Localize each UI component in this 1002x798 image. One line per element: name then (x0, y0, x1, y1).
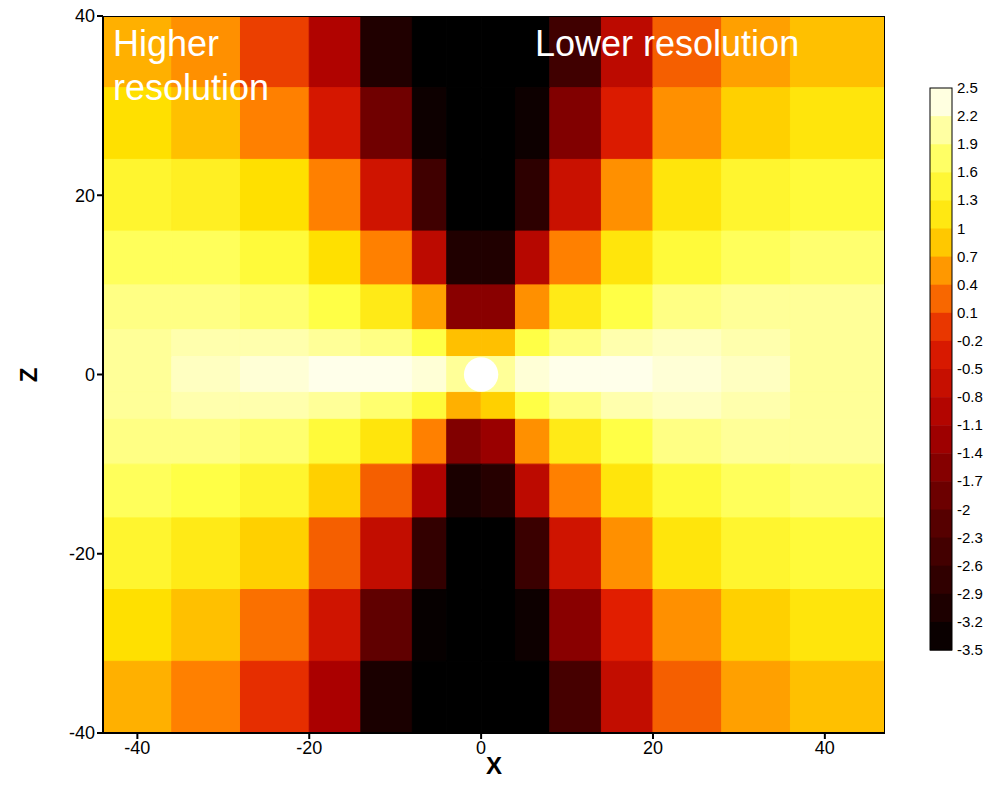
html-text:Higher resolution: Higher resolution (113, 23, 270, 108)
svg-text:2.2: 2.2 (957, 107, 978, 124)
svg-text:1.3: 1.3 (957, 191, 978, 208)
svg-text:20: 20 (75, 186, 95, 206)
svg-text:40: 40 (815, 738, 835, 758)
svg-text:-1.4: -1.4 (957, 444, 983, 461)
html-text:X: X (486, 752, 502, 779)
svg-text:-40: -40 (124, 738, 150, 758)
svg-text:-1.7: -1.7 (957, 472, 983, 489)
html-text:Lower resolution: Lower resolution (535, 23, 800, 64)
svg-text:-0.8: -0.8 (957, 388, 983, 405)
svg-text:-2.9: -2.9 (957, 585, 983, 602)
svg-text:-20: -20 (69, 544, 95, 564)
svg-text:-3.2: -3.2 (957, 613, 983, 630)
svg-text:0: 0 (476, 738, 486, 758)
svg-text:-1.1: -1.1 (957, 416, 983, 433)
svg-text:-20: -20 (296, 738, 322, 758)
svg-text:-2.3: -2.3 (957, 529, 983, 546)
svg-text:-0.2: -0.2 (957, 332, 983, 349)
svg-text:-3.5: -3.5 (957, 641, 983, 658)
svg-text:-2.6: -2.6 (957, 557, 983, 574)
svg-text:-40: -40 (69, 723, 95, 743)
svg-text:1.6: 1.6 (957, 163, 978, 180)
svg-text:40: 40 (75, 6, 95, 26)
svg-text:20: 20 (643, 738, 663, 758)
svg-text:0: 0 (85, 365, 95, 385)
html-text:Z: Z (15, 367, 42, 382)
svg-text:2.5: 2.5 (957, 79, 978, 96)
svg-text:1: 1 (957, 220, 965, 237)
svg-text:0.1: 0.1 (957, 304, 978, 321)
svg-text:0.7: 0.7 (957, 248, 978, 265)
svg-text:-2: -2 (957, 501, 970, 518)
svg-text:1.9: 1.9 (957, 135, 978, 152)
svg-text:-0.5: -0.5 (957, 360, 983, 377)
svg-text:0.4: 0.4 (957, 276, 978, 293)
